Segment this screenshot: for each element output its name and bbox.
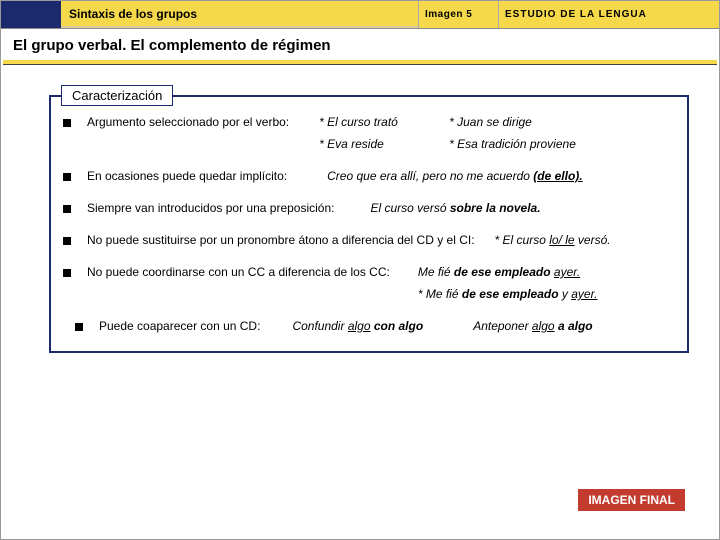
item-example: * El curso lo/ le versó. <box>495 233 611 247</box>
list-item: No puede sustituirse por un pronombre át… <box>63 233 675 247</box>
example-cell: * Juan se dirige <box>449 115 629 129</box>
item-example: Creo que era allí, pero no me acuerdo (d… <box>327 169 582 183</box>
final-badge: IMAGEN FINAL <box>578 489 685 511</box>
header-accent-block <box>1 1 61 28</box>
header-title: Sintaxis de los grupos <box>61 1 419 28</box>
bullet-icon <box>63 173 71 181</box>
example-stack: Me fié de ese empleado ayer. * Me fié de… <box>418 265 598 301</box>
header-study-label: ESTUDIO DE LA LENGUA <box>499 1 719 28</box>
item-example: El curso versó sobre la novela. <box>370 201 540 215</box>
example-cell: * Eva reside <box>319 137 449 151</box>
example-grid: * El curso trató * Juan se dirige * Eva … <box>319 115 629 151</box>
example-cell: * El curso trató <box>319 115 449 129</box>
list-item: En ocasiones puede quedar implícito: Cre… <box>63 169 675 183</box>
list-item: Siempre van introducidos por una preposi… <box>63 201 675 215</box>
item-lead: Argumento seleccionado por el verbo: <box>87 115 289 129</box>
item-lead: Puede coaparecer con un CD: <box>99 319 260 333</box>
item-lead: No puede coordinarse con un CC a diferen… <box>87 265 390 279</box>
header-bar: Sintaxis de los grupos Imagen 5 ESTUDIO … <box>1 1 719 29</box>
example-cell: * Esa tradición proviene <box>449 137 629 151</box>
slide: Sintaxis de los grupos Imagen 5 ESTUDIO … <box>0 0 720 540</box>
bullet-icon <box>63 269 71 277</box>
item-example: Confundir algo con algo <box>292 319 423 333</box>
bullet-icon <box>75 323 83 331</box>
list-item: No puede coordinarse con un CC a diferen… <box>63 265 675 301</box>
item-example: Anteponer algo a algo <box>473 319 592 333</box>
header-image-label: Imagen 5 <box>419 1 499 28</box>
example-line: * Me fié de ese empleado y ayer. <box>418 287 598 301</box>
page-subtitle: El grupo verbal. El complemento de régim… <box>1 29 719 60</box>
example-line: Me fié de ese empleado ayer. <box>418 265 598 279</box>
divider <box>3 64 717 65</box>
list-item: Puede coaparecer con un CD: Confundir al… <box>63 319 675 333</box>
item-lead: En ocasiones puede quedar implícito: <box>87 169 287 183</box>
box-tab-label: Caracterización <box>61 85 173 106</box>
content-box: Caracterización Argumento seleccionado p… <box>49 95 689 353</box>
bullet-icon <box>63 119 71 127</box>
item-lead: Siempre van introducidos por una preposi… <box>87 201 334 215</box>
bullet-icon <box>63 237 71 245</box>
item-lead: No puede sustituirse por un pronombre át… <box>87 233 475 247</box>
list-item: Argumento seleccionado por el verbo: * E… <box>63 115 675 151</box>
bullet-icon <box>63 205 71 213</box>
